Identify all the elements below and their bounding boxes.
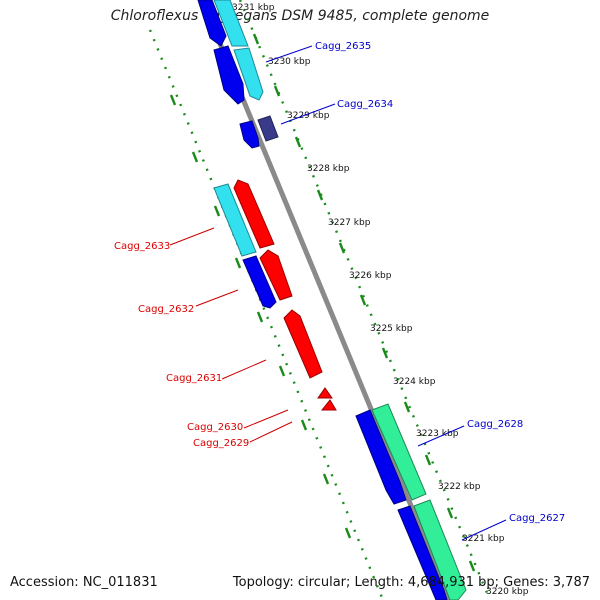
- inner-dotted-track: [148, 29, 385, 600]
- gene-label-cagg2628[interactable]: Cagg_2628: [467, 419, 523, 430]
- gene-label-cagg2631[interactable]: Cagg_2631: [166, 373, 222, 384]
- gene-feature-cagg2627-blue[interactable]: [397, 505, 448, 600]
- gene-feature-top-cyan[interactable]: [213, 0, 249, 47]
- gene-feature-cagg2633-red[interactable]: [233, 179, 275, 249]
- gene-feature-cagg2627-green[interactable]: [413, 499, 467, 600]
- gene-feature-cagg2635-blue[interactable]: [213, 45, 245, 105]
- gene-feature-cagg2632-blue[interactable]: [242, 255, 277, 309]
- gene-feature-cagg2629-red[interactable]: [320, 399, 337, 411]
- gene-label-cagg2632[interactable]: Cagg_2632: [138, 304, 194, 315]
- gene-label-cagg2633[interactable]: Cagg_2633: [114, 241, 170, 252]
- accession-label: Accession: NC_011831: [10, 575, 158, 590]
- gene-feature-cagg2631-red[interactable]: [283, 309, 323, 379]
- scale-labels: 3231 kbp 3230 kbp 3229 kbp 3228 kbp 3227…: [232, 3, 529, 597]
- gene-feature-cagg2630-red[interactable]: [317, 387, 333, 399]
- scale-label-3223: 3223 kbp: [416, 429, 459, 439]
- gene-label-cagg2634[interactable]: Cagg_2634: [337, 99, 393, 110]
- scale-label-3220: 3220 kbp: [486, 587, 529, 597]
- gene-labels: Cagg_2635 Cagg_2634 Cagg_2633 Cagg_2632 …: [114, 41, 565, 524]
- gene-label-cagg2627[interactable]: Cagg_2627: [509, 513, 565, 524]
- scale-label-3228: 3228 kbp: [307, 164, 350, 174]
- gene-feature-cagg2628-green[interactable]: [371, 403, 427, 501]
- gene-feature-cagg2632-red[interactable]: [259, 249, 293, 301]
- scale-label-3229: 3229 kbp: [287, 111, 330, 121]
- genome-summary: Topology: circular; Length: 4,684,931 bp…: [232, 575, 590, 590]
- scale-label-3224: 3224 kbp: [393, 377, 436, 387]
- label-leader-lines: [169, 45, 507, 541]
- gene-feature-cagg2633-cyan[interactable]: [213, 183, 257, 257]
- gene-feature-cagg2635-cyan[interactable]: [233, 47, 264, 101]
- scale-label-3221: 3221 kbp: [462, 534, 505, 544]
- scale-label-3227: 3227 kbp: [328, 218, 371, 228]
- gene-feature-cagg2634-purple[interactable]: [257, 115, 279, 142]
- gene-label-cagg2629[interactable]: Cagg_2629: [193, 438, 249, 449]
- scale-label-3231: 3231 kbp: [232, 3, 275, 13]
- scale-label-3226: 3226 kbp: [349, 271, 392, 281]
- gene-label-cagg2630[interactable]: Cagg_2630: [187, 422, 243, 433]
- scale-label-3225: 3225 kbp: [370, 324, 413, 334]
- inner-track-ticks: [169, 94, 352, 539]
- scale-label-3222: 3222 kbp: [438, 482, 481, 492]
- gene-label-cagg2635[interactable]: Cagg_2635: [315, 41, 371, 52]
- gene-feature-cagg2628-blue[interactable]: [355, 409, 407, 505]
- outer-track-ticks: [252, 33, 476, 572]
- gene-feature-cagg2634-blue[interactable]: [239, 120, 260, 149]
- gene-feature-top-blue-small[interactable]: [197, 0, 227, 47]
- scale-label-3230: 3230 kbp: [268, 57, 311, 67]
- outer-dotted-track: [238, 0, 492, 600]
